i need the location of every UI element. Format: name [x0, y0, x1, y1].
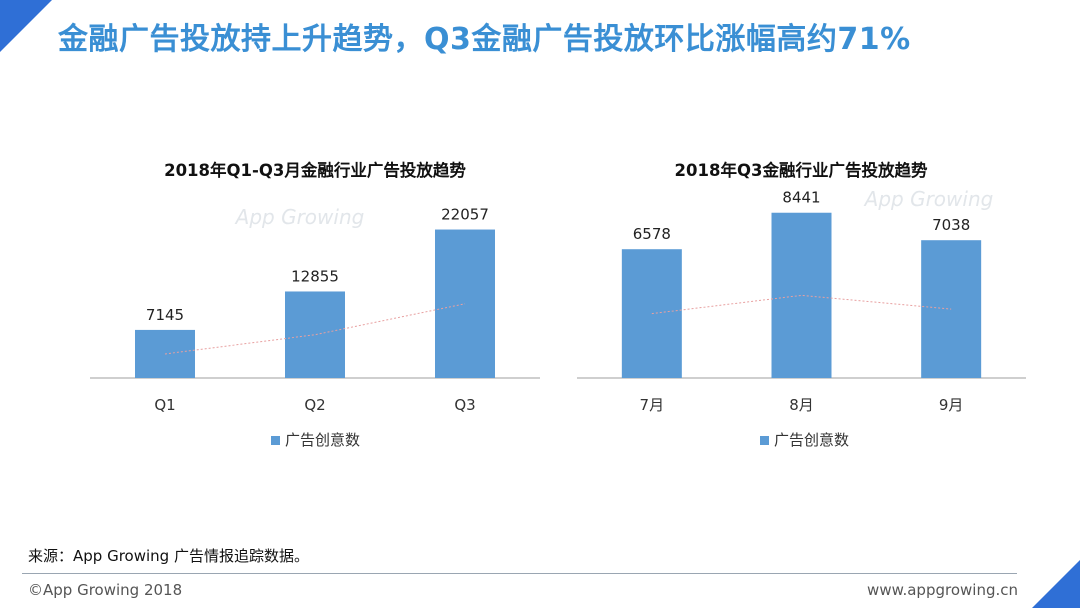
x-tick-label: 9月 — [939, 396, 964, 414]
footer-divider — [22, 573, 1017, 574]
data-label: 7145 — [146, 306, 184, 324]
legend-swatch — [271, 436, 280, 445]
corner-decoration-bottom-right — [1032, 560, 1080, 608]
legend-label: 广告创意数 — [285, 431, 360, 449]
watermark-logo: App Growing — [863, 187, 994, 211]
chart-title: 2018年Q3金融行业广告投放趋势 — [675, 160, 928, 180]
bar — [621, 249, 682, 378]
x-tick-label: 7月 — [640, 396, 665, 414]
bar — [285, 291, 345, 378]
data-label: 8441 — [782, 189, 820, 207]
chart-title: 2018年Q1-Q3月金融行业广告投放趋势 — [164, 160, 466, 180]
data-label: 7038 — [932, 216, 970, 234]
page-headline: 金融广告投放持上升趋势，Q3金融广告投放环比涨幅高约71% — [58, 22, 911, 57]
x-tick-label: Q3 — [454, 396, 475, 414]
watermark-logo: App Growing — [234, 205, 365, 229]
data-label: 22057 — [441, 206, 489, 224]
monthly-bar-chart: App Growing 2018年Q3金融行业广告投放趋势 6578 7月 8441 8月… — [577, 160, 1026, 449]
bar — [135, 329, 195, 378]
copyright-text: ©App Growing 2018 — [28, 581, 183, 599]
website-link[interactable]: www.appgrowing.cn — [867, 581, 1018, 599]
x-tick-label: Q1 — [154, 396, 175, 414]
quarterly-bar-chart: App Growing 2018年Q1-Q3月金融行业广告投放趋势 7145 Q1 12… — [90, 160, 540, 449]
legend-swatch — [760, 436, 769, 445]
corner-decoration-top-left — [0, 0, 52, 52]
bar — [771, 212, 832, 378]
source-note: 来源：App Growing 广告情报追踪数据。 — [28, 547, 309, 565]
x-tick-label: Q2 — [304, 396, 325, 414]
x-tick-label: 8月 — [789, 396, 814, 414]
trend-line — [164, 303, 466, 355]
data-label: 6578 — [633, 225, 671, 243]
data-label: 12855 — [291, 267, 339, 285]
legend-label: 广告创意数 — [774, 431, 849, 449]
